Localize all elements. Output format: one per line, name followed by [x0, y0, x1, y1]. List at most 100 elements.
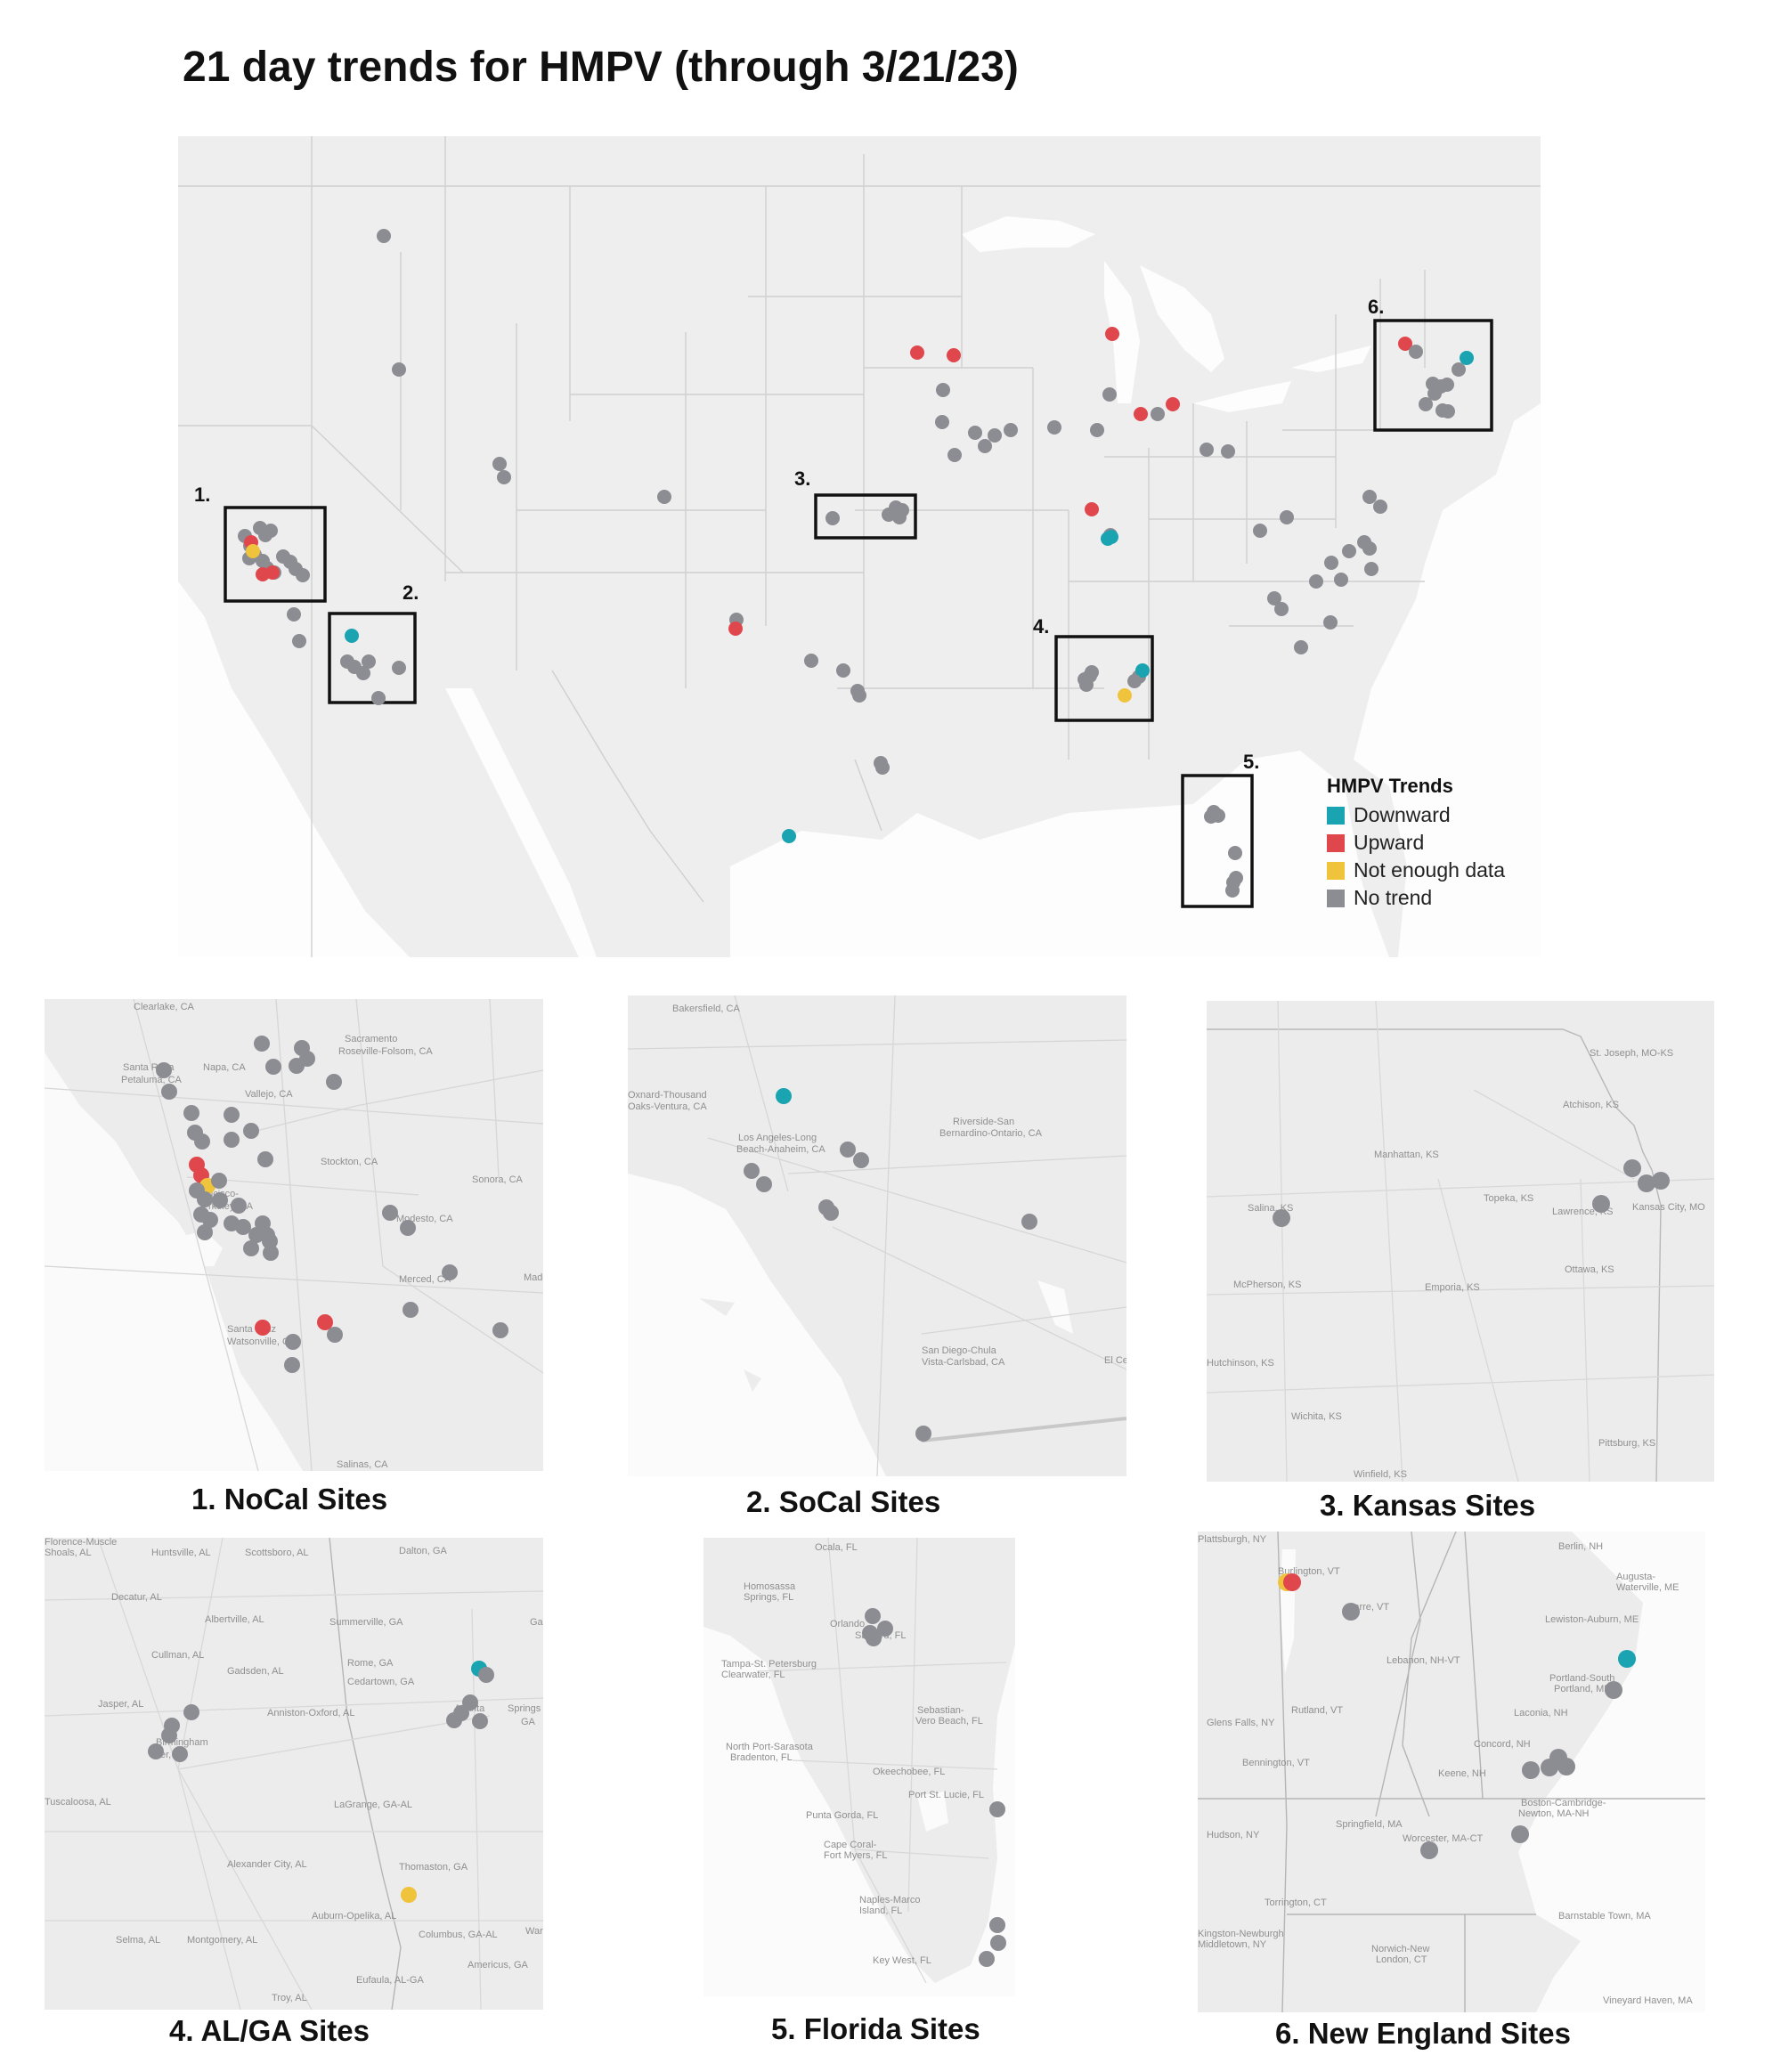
us-map-site-no-trend-81	[1373, 500, 1387, 514]
box-label-3: 3.	[794, 467, 810, 490]
florida-city-label-4: Orlando	[830, 1619, 865, 1629]
alga-caption: 4. AL/GA Sites	[169, 2014, 370, 2047]
florida-city-label-16: Fort Myers, FL	[824, 1850, 888, 1861]
alga-city-label-25: Auburn-Opelika, AL	[312, 1911, 396, 1922]
nocal-site-no-trend-33	[263, 1245, 279, 1261]
socal-inset-map: Bakersfield, CA Oxnard-Thousand Oaks-Ventu…	[628, 995, 1126, 1476]
socal-site-no-trend-8	[1021, 1214, 1037, 1230]
us-map-site-no-trend-25	[292, 634, 306, 648]
newengland-city-label-12: Laconia, NH	[1514, 1708, 1568, 1719]
kansas-site-no-trend-5	[1273, 1209, 1290, 1227]
alga-site-no-trend-11	[472, 1713, 488, 1729]
us-map-site-no-trend-59	[1102, 387, 1117, 402]
florida-city-label-9: Vero Beach, FL	[915, 1716, 983, 1727]
us-map-site-no-trend-75	[1334, 573, 1348, 587]
alga-city-label-30: Eufaula, AL-GA	[356, 1975, 424, 1986]
nocal-city-label-8: Stockton, CA	[321, 1157, 378, 1167]
newengland-site-downward-4	[1618, 1650, 1636, 1668]
newengland-city-label-9: Portland-South	[1549, 1673, 1614, 1684]
florida-site-no-trend-2	[877, 1621, 893, 1637]
newengland-site-no-trend-7	[1557, 1758, 1575, 1775]
alga-city-label-17: Springs	[508, 1703, 541, 1714]
newengland-caption: 6. New England Sites	[1275, 2017, 1571, 2050]
us-map-site-no-trend-57	[1090, 423, 1104, 437]
us-map-site-upward-60	[1134, 407, 1148, 421]
us-map-site-no-trend-109	[1441, 404, 1455, 418]
nocal-site-no-trend-6	[326, 1074, 342, 1090]
kansas-city-label-13: Pittsburg, KS	[1598, 1438, 1655, 1449]
nocal-site-no-trend-37	[442, 1264, 458, 1280]
us-map-site-upward-48	[947, 348, 961, 362]
alga-city-label-3: Huntsville, AL	[151, 1548, 211, 1558]
nocal-site-no-trend-20	[257, 1151, 273, 1167]
us-map-site-no-trend-86	[1085, 665, 1099, 679]
socal-city-label-9: Vista-Carlsbad, CA	[922, 1357, 1005, 1368]
alga-city-label-2: Shoals, AL	[45, 1548, 92, 1558]
us-map-site-no-trend-1	[377, 229, 391, 243]
nocal-site-no-trend-9	[183, 1105, 199, 1121]
socal-site-no-trend-9	[915, 1426, 931, 1442]
us-map-site-no-trend-98	[1225, 883, 1240, 898]
us-map-site-not-enough-data-23	[246, 544, 260, 558]
alga-city-label-10: Cullman, AL	[151, 1650, 204, 1661]
socal-city-label-5: Beach-Anaheim, CA	[736, 1144, 825, 1155]
alga-city-label-27: Selma, AL	[116, 1935, 160, 1946]
us-map-site-no-trend-102	[1452, 362, 1466, 377]
us-map-site-no-trend-51	[968, 426, 982, 440]
newengland-city-label-4: Waterville, ME	[1616, 1582, 1679, 1593]
us-map-site-no-trend-29	[356, 666, 370, 680]
florida-site-no-trend-6	[989, 1917, 1005, 1933]
socal-site-markers	[744, 1088, 1037, 1442]
us-map-site-no-trend-43	[852, 688, 866, 703]
newengland-city-label-19: Springfield, MA	[1336, 1819, 1403, 1830]
us-map-site-no-trend-37	[892, 510, 907, 524]
alga-city-label-6: Decatur, AL	[111, 1592, 162, 1603]
alga-inset-map: Florence-Muscle Shoals, AL Huntsville, AL S…	[45, 1538, 543, 2010]
us-map-site-no-trend-49	[936, 383, 950, 397]
newengland-city-label-10: Portland, ME	[1554, 1684, 1611, 1694]
kansas-inset-map: St. Joseph, MO-KS Atchison, KS Manhattan, …	[1207, 1001, 1714, 1482]
kansas-site-no-trend-2	[1638, 1174, 1655, 1192]
florida-city-label-10: North Port-Sarasota	[726, 1742, 814, 1752]
alga-city-label-22: LaGrange, GA-AL	[334, 1800, 412, 1810]
alga-city-label-1: Florence-Muscle	[45, 1538, 117, 1548]
alga-site-no-trend-8	[462, 1694, 478, 1710]
socal-site-no-trend-4	[840, 1142, 856, 1158]
newengland-site-upward-2	[1283, 1573, 1301, 1591]
newengland-city-label-8: Lebanon, NH-VT	[1387, 1655, 1460, 1666]
florida-city-label-7: Clearwater, FL	[721, 1670, 785, 1680]
nocal-site-no-trend-36	[400, 1220, 416, 1236]
box-label-6: 6.	[1368, 296, 1384, 318]
florida-city-label-3: Springs, FL	[744, 1592, 793, 1603]
newengland-city-label-25: Middletown, NY	[1198, 1939, 1267, 1950]
newengland-city-label-22: Torrington, CT	[1265, 1897, 1327, 1908]
us-map-site-no-trend-72	[1323, 615, 1338, 630]
newengland-city-label-15: Bennington, VT	[1242, 1758, 1310, 1768]
us-map-site-no-trend-61	[1151, 407, 1165, 421]
nocal-city-label-17: Salinas, CA	[337, 1459, 388, 1470]
socal-city-label-4: Los Angeles-Long	[738, 1133, 817, 1143]
legend-label-no-trend: No trend	[1354, 886, 1433, 909]
kansas-city-label-3: Manhattan, KS	[1374, 1150, 1439, 1160]
socal-site-no-trend-2	[744, 1163, 760, 1179]
nocal-site-no-trend-44	[284, 1357, 300, 1373]
kansas-site-no-trend-1	[1623, 1159, 1641, 1177]
nocal-site-no-trend-31	[262, 1233, 278, 1249]
nocal-site-no-trend-42	[285, 1334, 301, 1350]
alga-city-label-4: Scottsboro, AL	[245, 1548, 309, 1558]
nocal-site-no-trend-43	[327, 1327, 343, 1343]
nocal-city-label-14: Madera	[524, 1272, 543, 1283]
alga-city-label-9: Gaine	[530, 1617, 543, 1628]
nocal-site-no-trend-13	[224, 1132, 240, 1148]
us-map-site-no-trend-3	[492, 457, 507, 471]
legend-label-upward: Upward	[1354, 831, 1425, 854]
us-map-site-no-trend-83	[1280, 510, 1294, 524]
alga-city-label-13: Cedartown, GA	[347, 1677, 415, 1687]
newengland-city-label-17: Boston-Cambridge-	[1521, 1798, 1606, 1808]
florida-site-no-trend-4	[866, 1630, 882, 1646]
florida-city-label-2: Homosassa	[744, 1581, 796, 1592]
legend-title: HMPV Trends	[1327, 775, 1453, 797]
alga-site-no-trend-5	[172, 1746, 188, 1762]
